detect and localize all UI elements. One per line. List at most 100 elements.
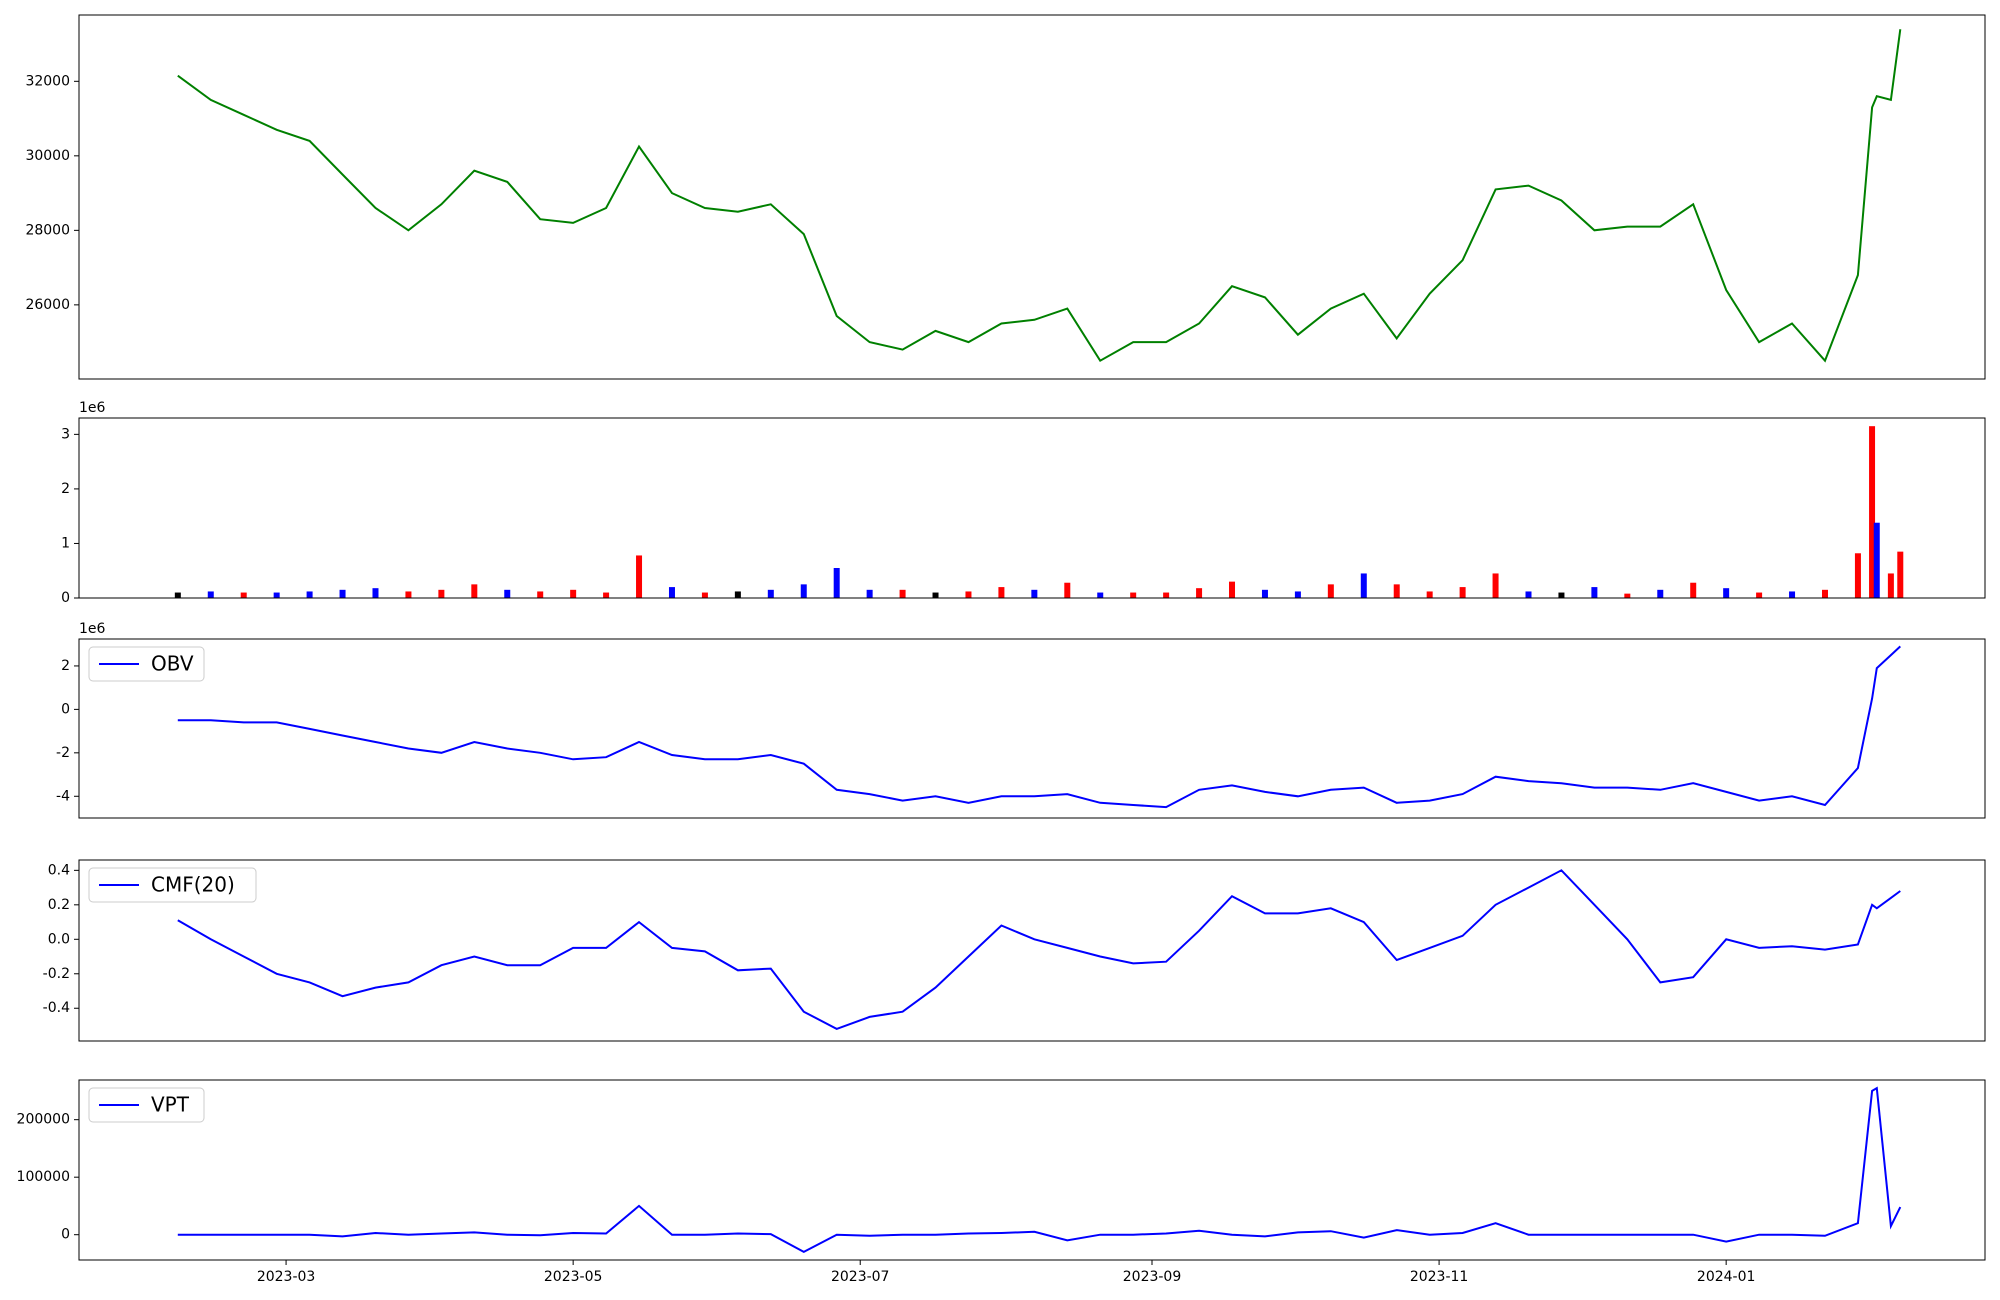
y-tick-label: -0.2: [43, 966, 70, 982]
bar: [1821, 589, 1828, 598]
bar: [1591, 587, 1598, 598]
bar: [537, 591, 544, 598]
plot-frame: [78, 14, 1986, 380]
line: [177, 869, 1901, 1030]
legend-box: [88, 1087, 205, 1123]
bar: [1261, 589, 1268, 598]
bar: [800, 584, 807, 598]
y-tick-label: 0: [61, 590, 70, 606]
line: [177, 645, 1901, 809]
y-tick-label: -0.4: [43, 1000, 70, 1016]
bar: [1690, 582, 1697, 598]
bar: [1624, 593, 1631, 598]
bar: [1873, 522, 1880, 598]
x-tick-label: 2024-01: [1697, 1269, 1756, 1285]
bar: [1031, 589, 1038, 598]
plot-frame: [78, 859, 1986, 1042]
bar: [1229, 581, 1236, 598]
bar: [207, 591, 214, 598]
bar: [1130, 592, 1137, 598]
bar: [734, 591, 741, 598]
bar: [1459, 587, 1466, 598]
bar: [1163, 592, 1170, 598]
bar: [1327, 584, 1334, 598]
bar: [504, 589, 511, 598]
y-offset-label: 1e6: [79, 400, 106, 416]
bar: [603, 592, 610, 598]
legend-box: [88, 867, 257, 903]
bar: [174, 592, 181, 598]
x-tick-label: 2023-09: [1123, 1269, 1182, 1285]
bar: [1360, 573, 1367, 598]
bar: [372, 588, 379, 598]
bar: [701, 592, 708, 598]
y-tick-label: 28000: [25, 222, 70, 238]
legend-label: CMF(20): [151, 873, 235, 897]
bar: [405, 591, 412, 598]
bar: [932, 592, 939, 598]
bar: [668, 587, 675, 598]
y-tick-label: 2: [61, 481, 70, 497]
bar: [240, 592, 247, 598]
y-tick-label: 1: [61, 535, 70, 551]
bar: [1492, 573, 1499, 598]
x-tick-label: 2023-03: [257, 1269, 316, 1285]
y-tick-label: 0.4: [48, 862, 70, 878]
bar: [965, 591, 972, 598]
bar: [306, 591, 313, 598]
y-tick-label: 200000: [17, 1112, 70, 1128]
bar: [998, 587, 1005, 598]
bar: [1869, 426, 1876, 598]
y-tick-label: 3: [61, 426, 70, 442]
y-tick-label: 100000: [17, 1169, 70, 1185]
bar: [1756, 592, 1763, 598]
bar: [273, 592, 280, 598]
bar: [1196, 588, 1203, 598]
bar: [1887, 573, 1894, 598]
y-tick-label: 32000: [25, 73, 70, 89]
bar: [1657, 589, 1664, 598]
y-tick-label: 30000: [25, 148, 70, 164]
bar: [866, 589, 873, 598]
bar: [339, 589, 346, 598]
bar: [1064, 582, 1071, 598]
y-tick-label: 0: [61, 701, 70, 717]
bar: [1097, 592, 1104, 598]
y-tick-label: 0.0: [48, 931, 70, 947]
bar: [1525, 591, 1532, 598]
legend-box: [88, 646, 205, 682]
bar: [1789, 591, 1796, 598]
bar: [471, 584, 478, 598]
line: [177, 29, 1902, 363]
x-tick-label: 2023-11: [1410, 1269, 1469, 1285]
y-tick-label: 0.2: [48, 897, 70, 913]
bar: [1426, 591, 1433, 598]
bar: [1723, 588, 1730, 598]
bar: [438, 589, 445, 598]
bar: [1294, 591, 1301, 598]
bar: [1558, 592, 1565, 598]
line: [177, 1086, 1902, 1254]
x-tick-label: 2023-07: [831, 1269, 890, 1285]
y-tick-label: 2: [61, 658, 70, 674]
x-tick-label: 2023-05: [544, 1269, 603, 1285]
bar: [833, 568, 840, 598]
legend-label: OBV: [151, 652, 194, 676]
bar: [1854, 553, 1861, 598]
plot-frame: [78, 1079, 1986, 1261]
bar: [570, 589, 577, 598]
bar: [1393, 584, 1400, 598]
y-tick-label: -4: [56, 788, 70, 804]
bar: [767, 589, 774, 598]
bar: [636, 555, 643, 598]
legend-label: VPT: [151, 1093, 190, 1117]
plot-frame: [78, 638, 1986, 819]
y-tick-label: 26000: [25, 297, 70, 313]
y-tick-label: 0: [61, 1227, 70, 1243]
plot-frame: [78, 417, 1986, 599]
y-offset-label: 1e6: [79, 621, 106, 637]
bar: [1897, 551, 1904, 598]
bar: [899, 589, 906, 598]
